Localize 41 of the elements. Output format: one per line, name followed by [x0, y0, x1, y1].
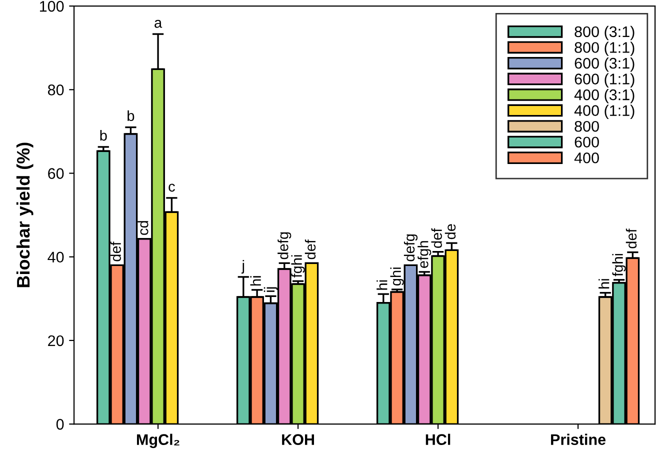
legend-label: 600: [574, 136, 599, 148]
data-label: defg: [278, 232, 292, 260]
y-tick-label: 0: [56, 418, 64, 430]
legend-label: 600 (1:1): [574, 73, 634, 88]
data-label: ij: [264, 287, 278, 292]
data-label: hi: [376, 280, 388, 290]
legend-label: 400 (3:1): [574, 88, 634, 104]
legend-label: 800 (3:1): [574, 26, 634, 40]
data-label: defg: [404, 234, 418, 262]
data-label: def: [304, 239, 316, 260]
data-label: def: [626, 228, 637, 248]
data-label: hi: [598, 279, 610, 288]
x-tick-label: Pristine: [551, 434, 606, 446]
y-axis-title: Biochar yield (%): [16, 142, 34, 288]
legend-label: 600 (3:1): [574, 57, 634, 72]
data-label: cd: [138, 221, 148, 235]
data-label: fghi: [612, 254, 626, 276]
data-label: de: [444, 224, 456, 240]
data-label: ghi: [390, 268, 404, 286]
y-tick-label: 100: [40, 0, 64, 12]
x-tick-label: HCl: [426, 434, 450, 446]
data-label: def: [110, 242, 121, 262]
y-tick-label: 40: [48, 252, 64, 263]
data-label: fghi: [291, 255, 305, 278]
y-tick-label: 20: [48, 335, 64, 346]
legend-label: 400 (1:1): [574, 104, 634, 119]
data-label: c: [168, 184, 175, 192]
legend-label: 400: [574, 152, 599, 164]
data-label: hi: [250, 276, 261, 286]
data-label: def: [431, 228, 442, 248]
data-label: efgh: [418, 241, 432, 268]
y-tick-label: 80: [48, 84, 64, 96]
legend-label: 800: [574, 120, 599, 132]
data-label: a: [154, 20, 162, 28]
data-label: b: [100, 130, 107, 141]
x-tick-label: KOH: [282, 434, 314, 446]
data-label: b: [128, 110, 134, 122]
data-label: j: [241, 260, 244, 274]
legend-label: 800 (1:1): [574, 42, 634, 56]
x-tick-label: MgCl₂: [136, 434, 180, 448]
y-tick-label: 60: [48, 168, 64, 179]
